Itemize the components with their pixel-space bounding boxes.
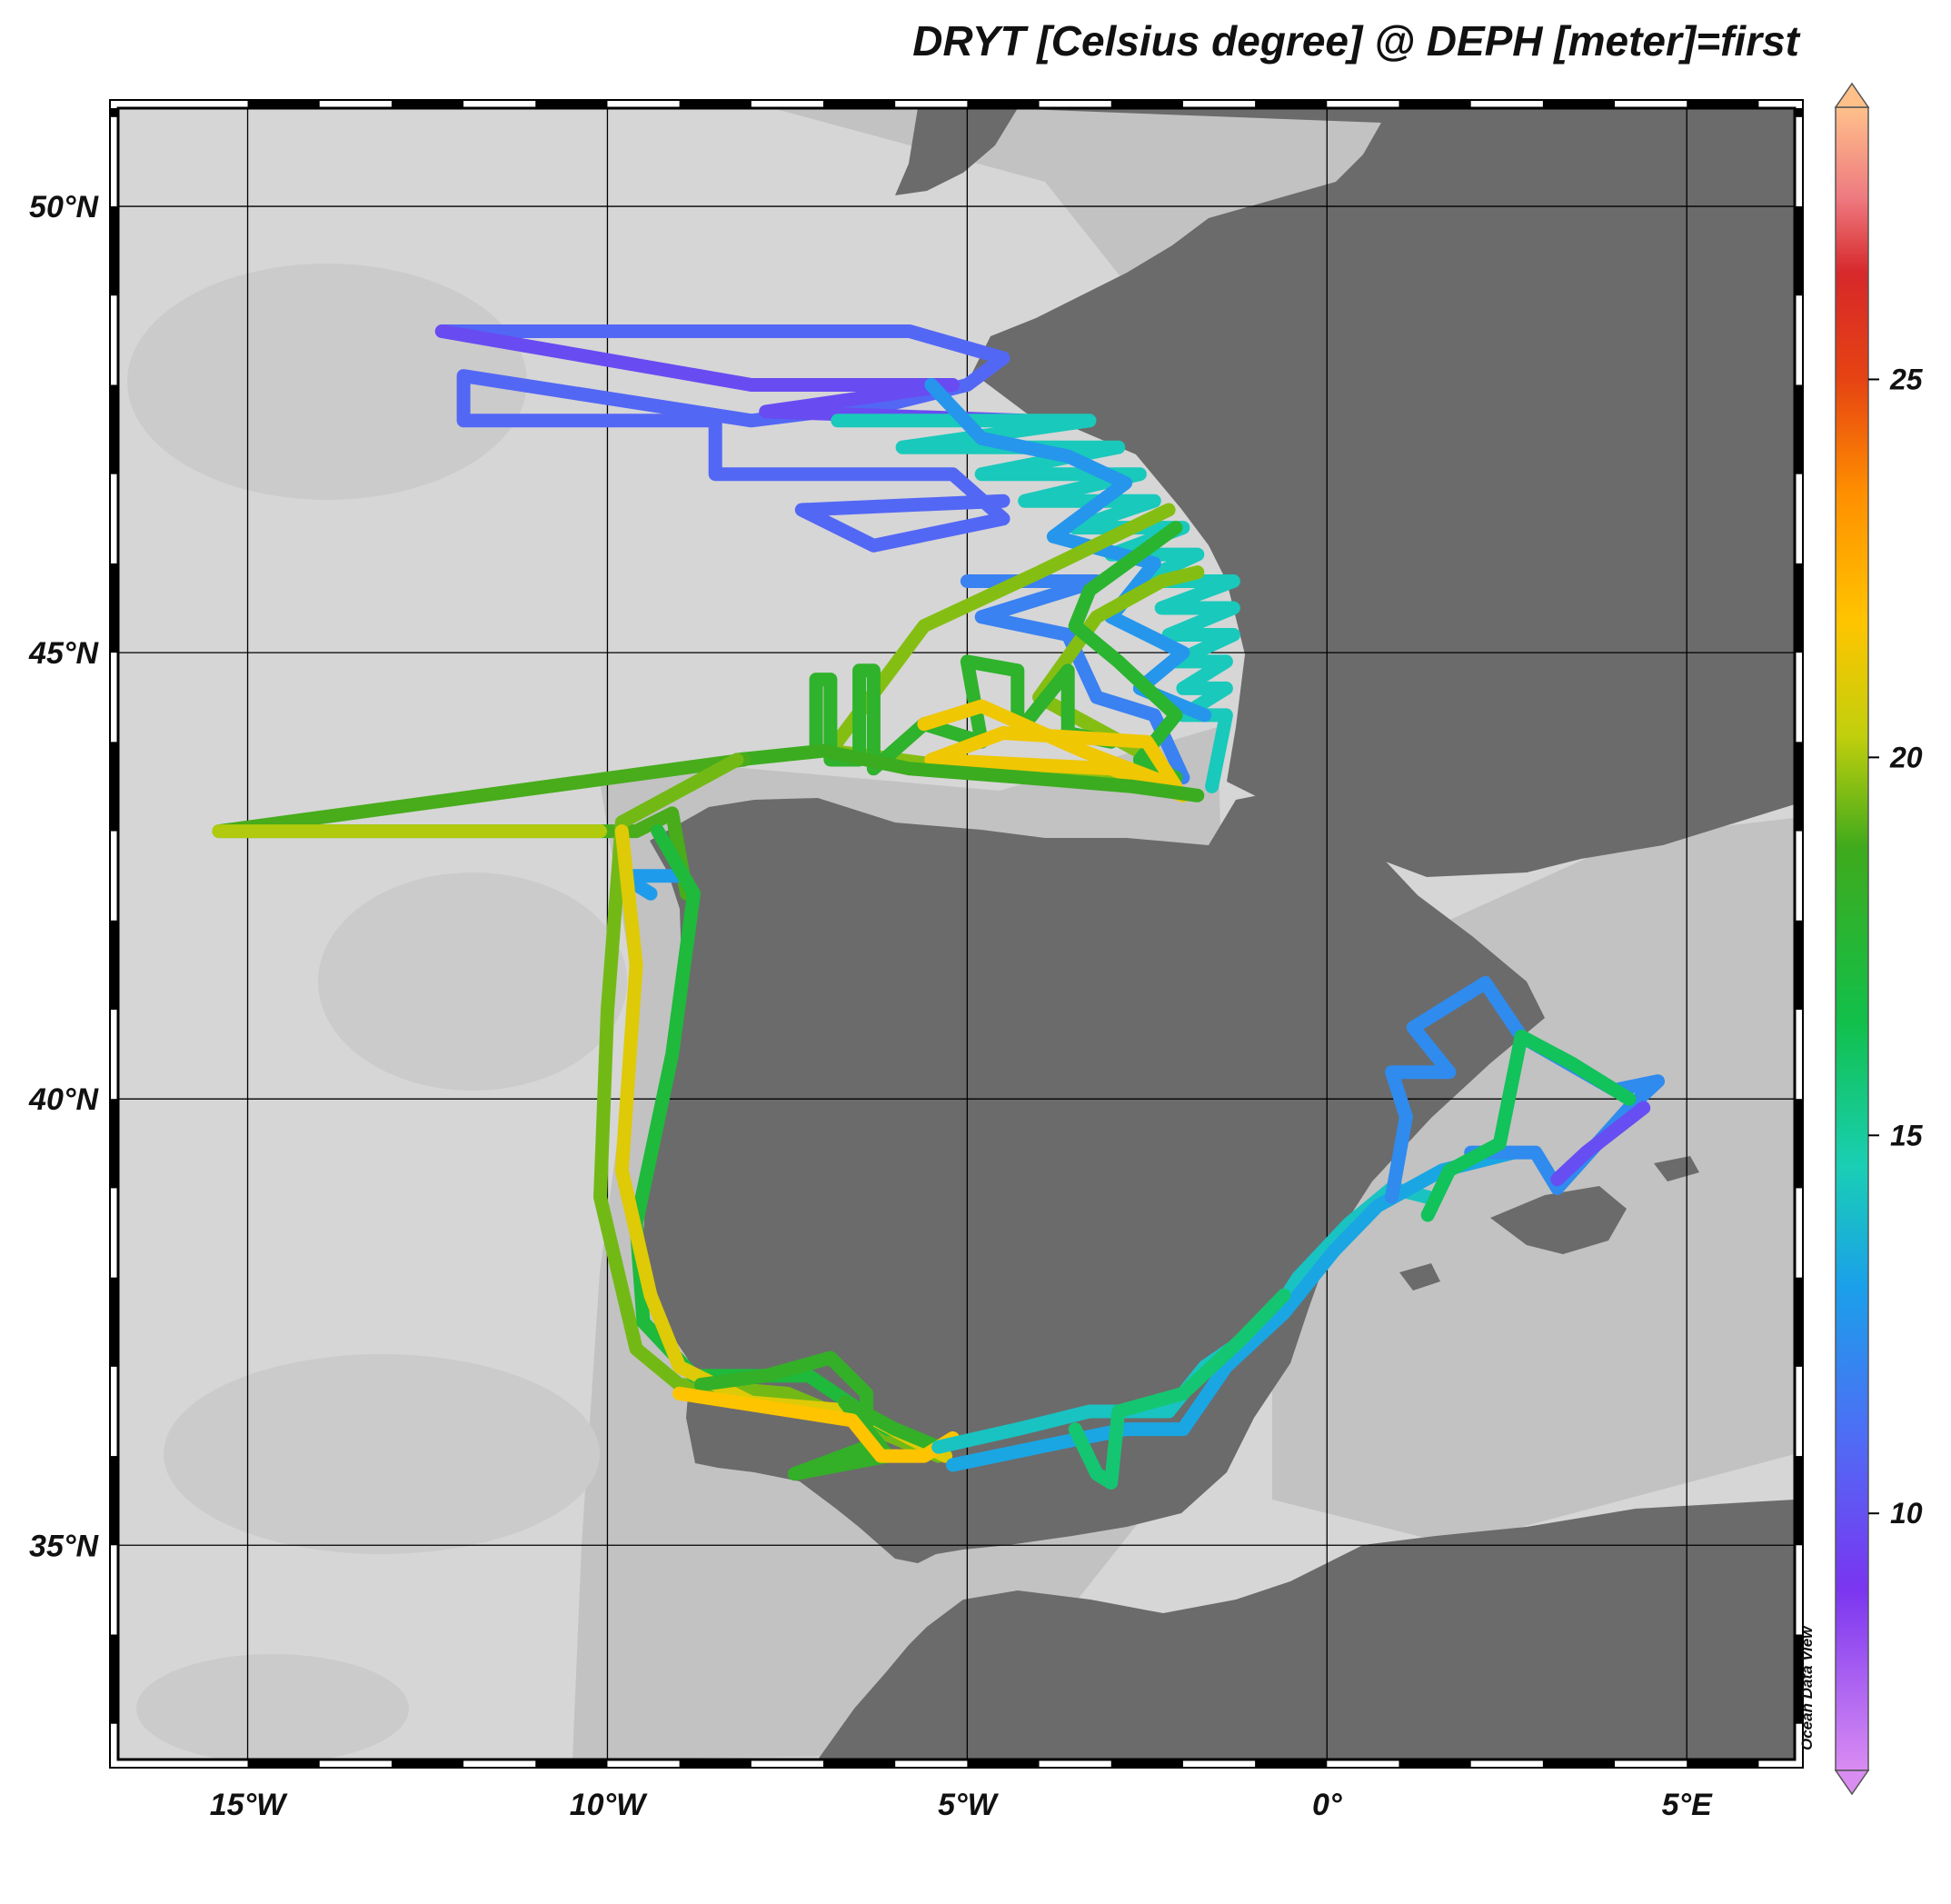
africa-land [818, 1500, 1795, 1759]
colorbar-under-triangle [1834, 1769, 1870, 1796]
border-tick-bottom [1687, 1759, 1759, 1768]
border-tick-left [110, 1634, 118, 1724]
colorbar-ramp [1835, 106, 1869, 1771]
land [641, 108, 1795, 1759]
border-tick-bottom [535, 1759, 608, 1768]
border-tick-bottom [1255, 1759, 1328, 1768]
border-tick-top [1542, 100, 1616, 108]
colorbar-tick-label: 10 [1890, 1497, 1923, 1530]
border-tick-bottom [1110, 1759, 1183, 1768]
track-alboran-green-dip [1068, 1288, 1291, 1490]
border-tick-right [1795, 1456, 1803, 1546]
colorbar-ticks: 10 15 20 25 [1868, 363, 1924, 1530]
border-tick-bottom [391, 1759, 464, 1768]
britain-land [895, 108, 1018, 195]
latitude-label: 40°N [28, 1082, 99, 1117]
map-border-ticks [110, 100, 1803, 1768]
border-tick-left [110, 1099, 118, 1189]
border-tick-left [110, 920, 118, 1010]
track-atlantic-west-leg [212, 753, 752, 901]
border-tick-bottom [1542, 1759, 1616, 1768]
track-cantabrian-coast-main [730, 743, 1205, 802]
cruise-tracks [212, 324, 1665, 1490]
border-tick-right [1795, 563, 1803, 653]
colorbar-tick-label: 25 [1889, 363, 1924, 395]
axis-labels: 50°N 45°N 40°N 35°N 15°W 10°W 5°W 0° 5°E [28, 190, 1713, 1822]
track-cantabrian-coast-warm [917, 699, 1190, 802]
temperature-colorbar: 10 15 20 25 [1834, 82, 1924, 1796]
border-tick-top [1110, 100, 1183, 108]
latitude-label: 35°N [29, 1529, 99, 1563]
track-biscay-verticals [809, 654, 1119, 776]
map-title: DRYT [Celsius degree] @ DEPH [meter]=fir… [912, 17, 1799, 65]
border-tick-bottom [1399, 1759, 1471, 1768]
track-balearic-green [1420, 1029, 1637, 1222]
colorbar-over-triangle [1834, 82, 1870, 108]
longitude-label: 0° [1312, 1788, 1342, 1822]
ocean-data-view-credit: Ocean Data View [1798, 1625, 1816, 1750]
mallorca-land [1490, 1186, 1627, 1254]
menorca-land [1654, 1156, 1699, 1181]
longitude-label: 5°E [1662, 1788, 1714, 1822]
track-gulf-cadiz-warm [672, 1386, 960, 1463]
map-plot-area [118, 108, 1795, 1759]
longitude-label: 15°W [210, 1788, 288, 1822]
track-north-atlantic-loop [434, 324, 1010, 553]
track-biscay-inner-green [1068, 521, 1183, 785]
border-tick-bottom [247, 1759, 320, 1768]
border-tick-right [1795, 1277, 1803, 1367]
border-tick-top [1399, 100, 1471, 108]
longitude-label: 5°W [938, 1788, 1000, 1822]
border-tick-left [110, 1277, 118, 1367]
track-biscay-north-alt [924, 378, 1212, 723]
track-balearic-purple [1550, 1101, 1651, 1187]
border-tick-left [110, 563, 118, 653]
border-tick-bottom [823, 1759, 896, 1768]
border-tick-bottom [679, 1759, 752, 1768]
border-tick-right [1795, 1099, 1803, 1189]
border-tick-top [679, 100, 752, 108]
border-tick-right [1795, 206, 1803, 296]
border-tick-left [110, 742, 118, 832]
border-tick-left [110, 108, 118, 117]
border-tick-top [967, 100, 1040, 108]
border-tick-left [110, 1456, 118, 1546]
colorbar-tick-label: 20 [1889, 741, 1923, 773]
track-gulf-cadiz-loops [693, 1351, 946, 1481]
iberia-land [641, 791, 1545, 1563]
france-land [972, 108, 1795, 877]
border-tick-right [1795, 920, 1803, 1010]
border-tick-top [247, 100, 320, 108]
border-tick-top [391, 100, 464, 108]
border-tick-bottom [967, 1759, 1040, 1768]
border-tick-left [110, 384, 118, 474]
shelf-patches [127, 264, 627, 1759]
border-tick-right [1795, 108, 1803, 117]
border-tick-top [1687, 100, 1759, 108]
longitude-label: 10°W [570, 1788, 648, 1822]
border-tick-top [535, 100, 608, 108]
latitude-label: 50°N [29, 190, 99, 224]
border-tick-right [1795, 742, 1803, 832]
latitude-label: 45°N [28, 636, 99, 671]
colorbar-tick-label: 15 [1890, 1119, 1924, 1151]
border-tick-top [823, 100, 896, 108]
ibiza-land [1399, 1263, 1440, 1291]
border-tick-right [1795, 384, 1803, 474]
border-tick-top [1255, 100, 1328, 108]
border-tick-right [1795, 1634, 1803, 1724]
border-tick-left [110, 206, 118, 296]
